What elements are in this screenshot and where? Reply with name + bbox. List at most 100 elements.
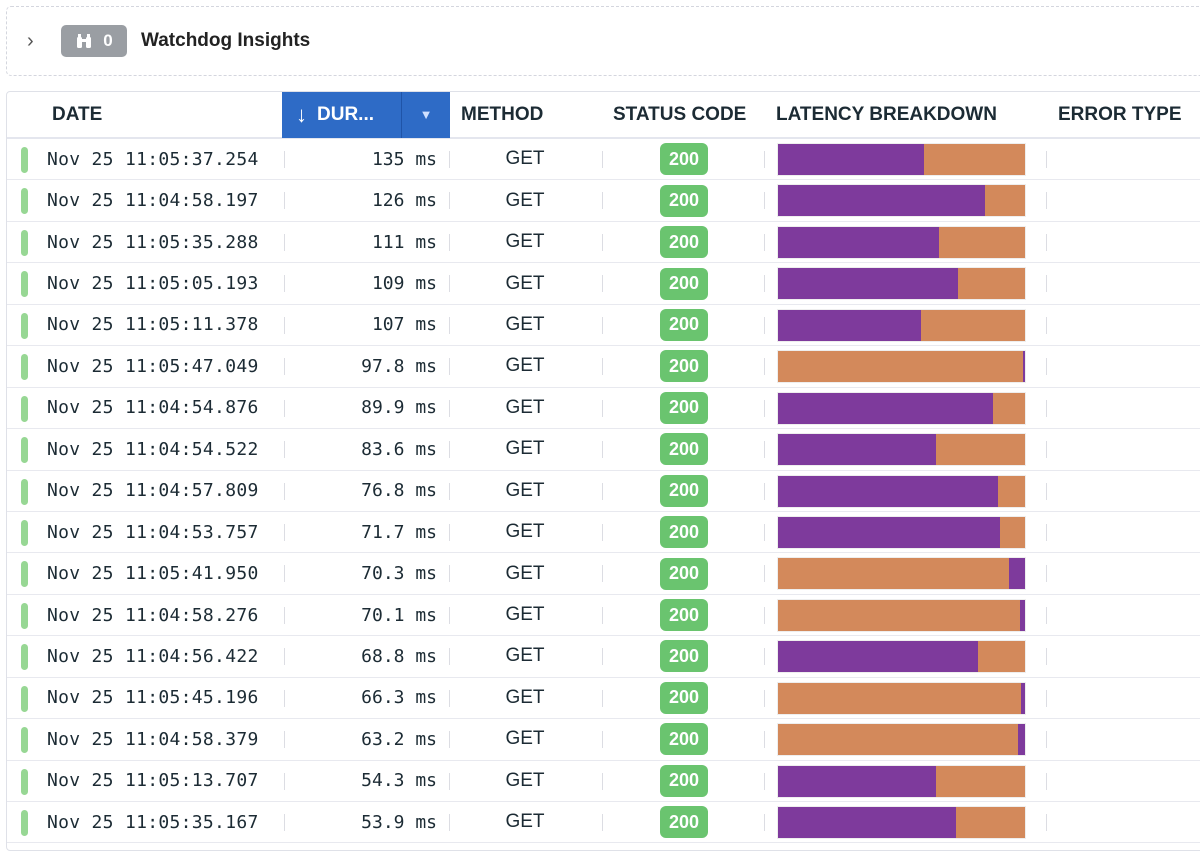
column-divider: [1046, 772, 1047, 790]
status-badge: 200: [660, 557, 708, 590]
date-cell: Nov 25 11:05:35.167: [47, 811, 259, 833]
table-row[interactable]: Nov 25 11:04:58.197 126 ms GET 200: [7, 180, 1200, 222]
latency-breakdown-bar[interactable]: [777, 267, 1026, 301]
date-cell: Nov 25 11:04:56.422: [47, 645, 259, 667]
column-divider: [764, 731, 765, 749]
column-header-duration[interactable]: ↓ DUR... ▼: [282, 92, 450, 138]
latency-breakdown-bar[interactable]: [777, 350, 1026, 384]
latency-segment-purple: [778, 807, 956, 838]
status-code-cell: 200: [660, 263, 708, 303]
column-header-latency-breakdown[interactable]: LATENCY BREAKDOWN: [776, 103, 997, 125]
column-divider: [284, 731, 285, 749]
column-divider: [449, 482, 450, 500]
table-row[interactable]: Nov 25 11:05:37.254 135 ms GET 200: [7, 139, 1200, 181]
column-divider: [764, 151, 765, 168]
column-header-date[interactable]: DATE: [52, 103, 103, 125]
latency-breakdown-bar[interactable]: [777, 557, 1026, 591]
column-divider: [449, 648, 450, 666]
latency-segment-orange: [985, 185, 1025, 217]
column-divider: [284, 606, 285, 624]
column-divider: [449, 772, 450, 790]
column-header-error-type[interactable]: ERROR TYPE: [1058, 103, 1182, 125]
duration-header-label: DUR...: [317, 103, 374, 125]
column-divider: [1046, 358, 1047, 376]
column-divider: [1046, 441, 1047, 459]
method-cell: GET: [505, 272, 545, 294]
table-row[interactable]: Nov 25 11:04:54.876 89.9 ms GET 200: [7, 388, 1200, 430]
status-badge: 200: [660, 599, 708, 632]
status-code-cell: 200: [660, 388, 708, 428]
date-cell: Nov 25 11:05:47.049: [47, 355, 259, 377]
table-row[interactable]: Nov 25 11:05:47.049 97.8 ms GET 200: [7, 346, 1200, 388]
column-divider: [284, 772, 285, 790]
status-code-cell: 200: [660, 346, 708, 386]
latency-breakdown-bar[interactable]: [777, 640, 1026, 674]
latency-breakdown-bar[interactable]: [777, 433, 1026, 467]
column-divider: [1046, 316, 1047, 334]
status-badge: 200: [660, 433, 708, 466]
latency-segment-orange: [1000, 516, 1025, 548]
table-row[interactable]: Nov 25 11:04:53.757 71.7 ms GET 200: [7, 512, 1200, 554]
watchdog-insights-panel[interactable]: › 0 Watchdog Insights: [6, 6, 1200, 76]
table-row[interactable]: Nov 25 11:04:58.379 63.2 ms GET 200: [7, 719, 1200, 761]
column-divider: [449, 731, 450, 749]
latency-breakdown-bar[interactable]: [777, 391, 1026, 425]
table-row[interactable]: Nov 25 11:05:41.950 70.3 ms GET 200: [7, 553, 1200, 595]
column-divider: [602, 648, 603, 666]
column-divider: [764, 648, 765, 666]
latency-breakdown-bar[interactable]: [777, 308, 1026, 342]
column-divider: [602, 275, 603, 293]
latency-breakdown-bar[interactable]: [777, 515, 1026, 549]
duration-cell: 76.8 ms: [361, 480, 437, 502]
latency-segment-purple: [778, 434, 937, 466]
column-divider: [1046, 399, 1047, 417]
chevron-right-icon[interactable]: ›: [27, 29, 34, 52]
column-divider: [602, 151, 603, 168]
table-row[interactable]: Nov 25 11:04:56.422 68.8 ms GET 200: [7, 636, 1200, 678]
column-divider: [1046, 482, 1047, 500]
status-code-cell: 200: [660, 180, 708, 220]
duration-cell: 109 ms: [371, 273, 437, 295]
table-row[interactable]: Nov 25 11:05:05.193 109 ms GET 200: [7, 263, 1200, 305]
latency-breakdown-bar[interactable]: [777, 723, 1026, 757]
caret-down-icon[interactable]: ▼: [419, 107, 433, 122]
insights-title: Watchdog Insights: [141, 30, 311, 51]
latency-segment-purple: [778, 765, 937, 797]
latency-breakdown-bar[interactable]: [777, 681, 1026, 715]
duration-cell: 66.3 ms: [361, 687, 437, 709]
column-divider: [284, 192, 285, 210]
table-row[interactable]: Nov 25 11:05:45.196 66.3 ms GET 200: [7, 678, 1200, 720]
latency-breakdown-bar[interactable]: [777, 184, 1026, 218]
latency-breakdown-bar[interactable]: [777, 598, 1026, 632]
status-indicator: [21, 354, 28, 381]
duration-cell: 63.2 ms: [361, 728, 437, 750]
date-cell: Nov 25 11:04:57.809: [47, 480, 259, 502]
latency-breakdown-bar[interactable]: [777, 806, 1026, 839]
latency-segment-purple: [1008, 558, 1025, 590]
latency-breakdown-bar[interactable]: [777, 764, 1026, 798]
table-row[interactable]: Nov 25 11:04:57.809 76.8 ms GET 200: [7, 471, 1200, 512]
latency-segment-orange: [778, 599, 1021, 631]
table-row[interactable]: Nov 25 11:05:35.167 53.9 ms GET 200: [7, 802, 1200, 844]
table-row[interactable]: Nov 25 11:05:13.707 54.3 ms GET 200: [7, 761, 1200, 802]
column-header-status-code[interactable]: STATUS CODE: [613, 103, 747, 125]
column-header-method[interactable]: METHOD: [461, 103, 544, 125]
method-cell: GET: [505, 521, 545, 543]
table-row[interactable]: Nov 25 11:04:58.276 70.1 ms GET 200: [7, 595, 1200, 637]
table-row[interactable]: Nov 25 11:05:11.378 107 ms GET 200: [7, 305, 1200, 347]
latency-segment-purple: [778, 144, 924, 175]
status-indicator: [21, 312, 28, 339]
latency-breakdown-bar[interactable]: [777, 143, 1026, 176]
method-cell: GET: [505, 811, 545, 833]
column-divider: [764, 358, 765, 376]
status-code-cell: 200: [660, 471, 708, 511]
table-row[interactable]: Nov 25 11:04:54.522 83.6 ms GET 200: [7, 429, 1200, 471]
latency-breakdown-bar[interactable]: [777, 474, 1026, 508]
method-cell: GET: [505, 189, 545, 211]
column-divider: [602, 814, 603, 831]
column-divider: [602, 565, 603, 583]
latency-breakdown-bar[interactable]: [777, 225, 1026, 259]
column-divider: [764, 482, 765, 500]
table-row[interactable]: Nov 25 11:05:35.288 111 ms GET 200: [7, 222, 1200, 264]
column-divider: [284, 151, 285, 168]
